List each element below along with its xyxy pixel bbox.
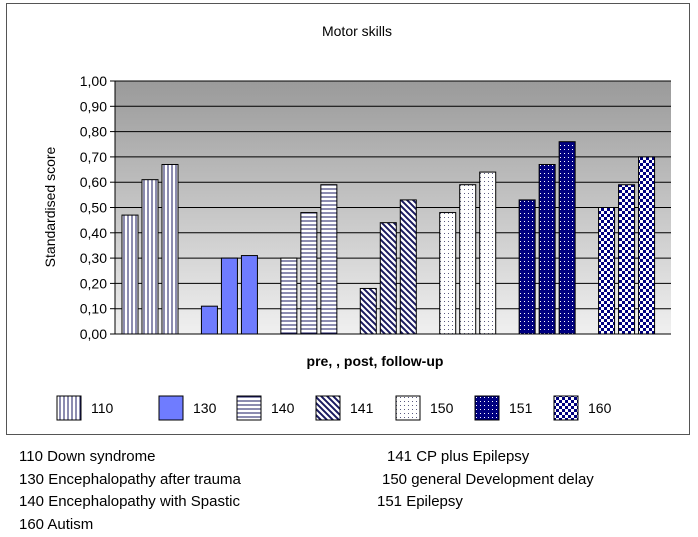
note-141: 141 CP plus Epilepsy [387,448,530,465]
bar-160-pre [598,207,616,335]
notes-right: 141 CP plus Epilepsy 150 general Develop… [377,446,594,514]
legend-swatch-150 [395,395,421,421]
legend-swatch-130 [158,395,184,421]
bar-chart: Motor skills 0,00 0,10 0,20 0,30 0,40 0,50 0,6… [42,23,671,421]
y-tick-label: 0,40 [80,225,107,241]
bar-160-follow-up [638,156,656,335]
legend-swatch-151 [474,395,500,421]
legend-label-140: 140 [271,400,295,416]
x-axis-label: pre, , post, follow-up [307,353,444,369]
legend: 110 130 140 141 150 151 160 [56,395,612,421]
bars [121,141,656,335]
bar-140-pre [280,257,298,335]
bar-160-post [618,184,636,335]
legend-label-151: 151 [509,400,533,416]
legend-label-110: 110 [91,400,114,416]
y-tick-label: 0,80 [80,124,107,140]
note-130: 130 Encephalopathy after trauma [19,470,241,488]
note-140: 140 Encephalopathy with Spastic [19,493,240,510]
notes-left: 110 Down syndrome 130 Encephalopathy aft… [19,446,241,536]
y-tick-label: 0,20 [80,275,107,291]
y-tick-label: 0,90 [80,98,107,114]
y-axis-label: Standardised score [42,146,58,267]
bar-150-follow-up [479,171,497,335]
chart-title: Motor skills [322,23,392,39]
legend-swatch-141 [315,395,341,421]
y-tick-label: 1,00 [80,73,107,89]
bar-130-post [220,257,238,335]
bar-141-follow-up [399,199,417,335]
y-tick-label: 0,30 [80,250,107,266]
chart-frame: Motor skills 0,00 0,10 0,20 0,30 0,40 0,50 0,6… [6,3,690,435]
bar-151-follow-up [558,141,576,335]
y-tick-label: 0,70 [80,149,107,165]
bar-140-post [300,212,318,335]
note-151: 151 Epilepsy [377,493,463,510]
bar-141-post [379,222,397,335]
y-tick-label: 0,00 [80,326,107,342]
note-160: 160 Autism [19,515,94,533]
bar-150-post [459,184,477,335]
legend-swatch-160 [553,395,579,421]
bar-151-pre [518,199,536,335]
y-tick-labels: 0,00 0,10 0,20 0,30 0,40 0,50 0,60 0,70 0,80 0,90… [80,73,107,342]
legend-label-160: 160 [588,400,612,416]
bar-141-pre [359,287,377,335]
bar-140-follow-up [320,184,338,335]
bar-110-post [141,179,159,335]
bar-130-follow-up [240,255,258,335]
bar-110-pre [121,214,139,335]
bar-110-follow-up [161,163,179,335]
legend-label-130: 130 [193,400,217,416]
y-tick-label: 0,50 [80,200,107,216]
y-tick-label: 0,60 [80,174,107,190]
legend-label-141: 141 [350,400,374,416]
bar-130-pre [200,305,218,335]
bar-150-pre [439,212,457,335]
legend-swatch-140 [236,395,262,421]
note-150: 150 general Development delay [382,470,594,488]
legend-label-150: 150 [430,400,454,416]
legend-swatch-110 [56,395,82,421]
bar-151-post [538,163,556,335]
note-110: 110 Down syndrome [19,448,156,465]
y-tick-label: 0,10 [80,301,107,317]
